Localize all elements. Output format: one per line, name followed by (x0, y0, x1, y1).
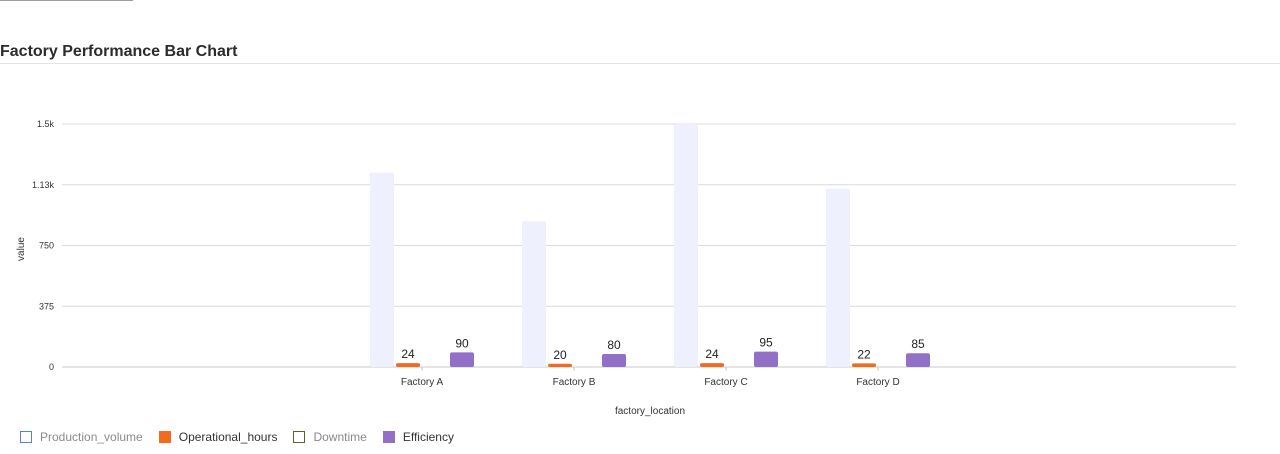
x-tick-label: Factory D (856, 377, 899, 388)
y-tick-label: 0 (49, 362, 54, 372)
chart-legend: Production_volume Operational_hours Downti… (20, 430, 454, 444)
legend-item-efficiency[interactable]: Efficiency (382, 430, 454, 444)
data-label: 22 (857, 347, 871, 361)
legend-swatch (382, 431, 395, 443)
x-axis-ticks: Factory A Factory B Factory C Factory D (401, 367, 900, 388)
y-axis-ticks: 0 375 750 1.13k 1.5k (32, 119, 55, 372)
bar-efficiency[interactable] (450, 352, 474, 367)
bar-efficiency[interactable] (754, 351, 778, 367)
bar-production-volume[interactable] (826, 188, 850, 367)
legend-swatch (293, 431, 306, 443)
data-label: 95 (759, 336, 773, 350)
legend-label: Production_volume (40, 430, 143, 444)
grid-lines (62, 123, 1236, 368)
legend-label: Operational_hours (178, 430, 278, 444)
y-tick-label: 1.13k (32, 180, 55, 190)
legend-item-operational-hours[interactable]: Operational_hours (158, 430, 278, 444)
bar-efficiency[interactable] (906, 353, 930, 367)
bars: 24 90 20 80 24 95 22 85 (370, 124, 930, 367)
data-label: 80 (607, 338, 621, 352)
page-title: Factory Performance Bar Chart (0, 43, 238, 60)
top-tab-indicator (0, 0, 133, 1)
y-tick-label: 375 (39, 301, 54, 311)
y-axis-label: value (16, 237, 27, 261)
bar-efficiency[interactable] (602, 354, 626, 367)
bar-operational-hours[interactable] (396, 363, 420, 367)
bar-production-volume[interactable] (522, 221, 546, 367)
legend-swatch (20, 431, 32, 443)
bar-operational-hours[interactable] (548, 363, 572, 367)
bar-production-volume[interactable] (370, 172, 394, 367)
x-axis-label: factory_location (615, 406, 685, 417)
bar-operational-hours[interactable] (700, 363, 724, 367)
data-label: 85 (911, 337, 925, 351)
x-tick-label: Factory B (553, 377, 596, 388)
data-label: 20 (553, 348, 567, 362)
x-tick-label: Factory A (401, 377, 444, 388)
legend-label: Downtime (313, 430, 367, 444)
y-tick-label: 1.5k (37, 119, 55, 129)
bar-operational-hours[interactable] (852, 363, 876, 367)
x-tick-label: Factory C (704, 377, 747, 388)
data-label: 90 (455, 336, 469, 350)
legend-item-downtime[interactable]: Downtime (293, 430, 367, 444)
legend-label: Efficiency (402, 430, 454, 444)
legend-item-production-volume[interactable]: Production_volume (20, 430, 143, 444)
y-tick-label: 750 (39, 241, 54, 251)
data-label: 24 (401, 347, 415, 361)
bar-production-volume[interactable] (674, 124, 698, 367)
data-label: 24 (705, 347, 719, 361)
title-divider (0, 63, 1280, 64)
legend-swatch (158, 431, 171, 443)
